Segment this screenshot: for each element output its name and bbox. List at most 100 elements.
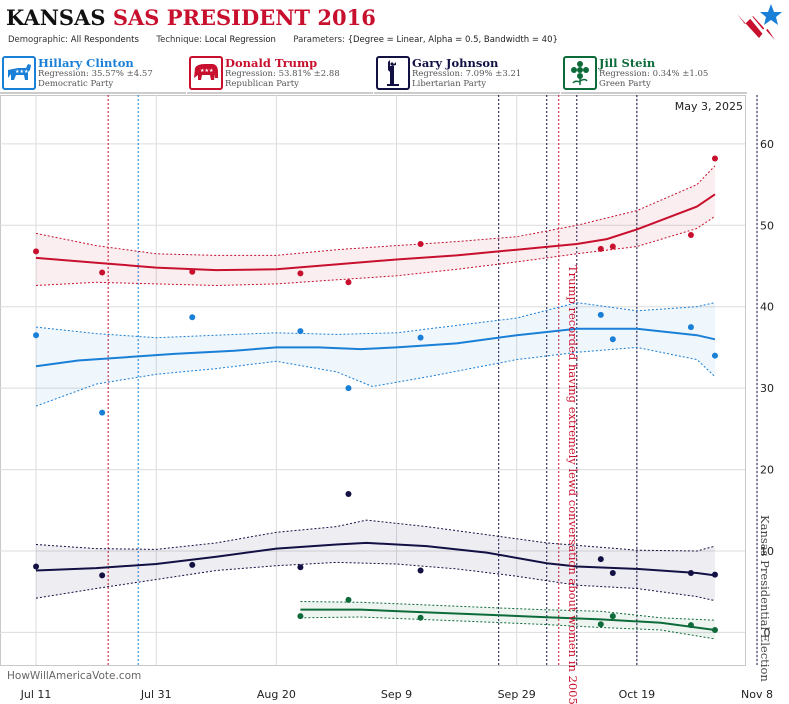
x-tick-label: Sep 9 [381,688,412,701]
poll-point [687,569,694,576]
poll-point [417,241,424,248]
poll-point [99,572,106,579]
candidate-card-clinton[interactable]: ★★★ Hillary Clinton Regression: 35.57% ±… [0,55,186,94]
annotation-election-day: Kansas Presidential Election [758,515,772,682]
poll-point [687,324,694,331]
trend-lines [35,193,716,631]
poll-point [711,626,718,633]
poll-point [417,567,424,574]
poll-point [609,613,616,620]
elephant-icon: ★★★ [189,56,223,90]
technique-label: Technique: [156,35,203,45]
poll-point [297,564,304,571]
confidence-upper [35,519,716,552]
candidate-name: Hillary Clinton [38,56,134,70]
poll-point [597,556,604,563]
poll-point [687,622,694,629]
grid-lines [0,95,758,666]
confidence-upper [35,165,716,256]
parameters-label: Parameters: [293,35,345,45]
parameters-value: {Degree = Linear, Alpha = 0.5, Bandwidth… [347,35,558,45]
x-tick-label: Jul 11 [20,688,52,701]
candidate-name: Gary Johnson [412,56,499,70]
y-tick-label: 50 [760,219,774,232]
y-tick-label: 40 [760,301,774,314]
y-tick-label: 30 [760,382,774,395]
poll-point [609,569,616,576]
title-state: KANSAS [6,5,106,30]
poll-point [99,409,106,416]
event-lines [107,95,758,665]
candidate-card-stein[interactable]: Jill Stein Regression: 0.34% ±1.05 Green… [561,55,747,94]
poll-point [345,596,352,603]
demographic-value: All Respondents [70,35,139,45]
candidate-name: Jill Stein [599,56,656,70]
x-tick-label: Nov 8 [741,688,773,701]
poll-point [189,314,196,321]
y-tick-label: 10 [760,545,774,558]
poll-point [597,311,604,318]
statue-of-liberty-icon [376,56,410,90]
poll-point [597,245,604,252]
candidate-regression: Regression: 0.34% ±1.05 [599,69,709,79]
trend-line [35,193,716,272]
poll-point [597,621,604,628]
poll-point [345,385,352,392]
candidate-card-trump[interactable]: ★★★ Donald Trump Regression: 53.81% ±2.8… [187,55,373,94]
poll-point [33,332,40,339]
confidence-lower [35,346,716,407]
candidate-party: Green Party [599,79,651,89]
confidence-band [300,601,715,639]
poll-point [609,243,616,250]
poll-point [711,352,718,359]
flower-icon [563,56,597,90]
poll-point [345,279,352,286]
poll-point [297,328,304,335]
y-tick-label: 60 [760,138,774,151]
svg-text:★★★: ★★★ [200,68,214,74]
svg-text:★★★: ★★★ [15,69,29,75]
poll-point [711,571,718,578]
poll-point [33,563,40,570]
confidence-lower [35,215,716,287]
candidate-name: Donald Trump [225,56,318,70]
poll-point [687,232,694,239]
axes: 0 10 20 30 40 50 60 Jul 11 Jul 31 Aug 20 Sep 9 Sep … [20,138,774,701]
trend-line [35,541,716,577]
poll-point [417,334,424,341]
poll-point [711,155,718,162]
technique-value: Local Regression [204,35,276,45]
confidence-band [36,165,715,286]
title-race: SAS PRESIDENT 2016 [112,5,376,30]
confidence-band [36,520,715,601]
poll-point [345,491,352,497]
chart-date: May 3, 2025 [675,100,743,113]
poll-point [417,614,424,621]
poll-points [33,155,718,633]
candidate-party: Democratic Party [38,79,114,89]
confidence-band [36,302,715,407]
poll-point [297,270,304,277]
confidence-upper [35,302,716,339]
donkey-icon: ★★★ [2,56,36,90]
poll-chart: 0 10 20 30 40 50 60 Jul 11 Jul 31 Aug 20 Sep 9 Sep … [0,95,789,704]
parameters-line: Demographic: All Respondents Technique: … [8,35,558,45]
plot-frame [0,95,746,666]
trend-line [300,608,716,631]
candidate-party: Republican Party [225,79,299,89]
site-logo-icon[interactable] [733,2,783,50]
trend-line [35,327,716,368]
candidate-card-johnson[interactable]: Gary Johnson Regression: 7.09% ±3.21 Lib… [374,55,560,94]
source-label: HowWillAmericaVote.com [7,670,141,682]
candidate-regression: Regression: 35.57% ±4.57 [38,69,153,79]
y-tick-label: 0 [764,626,771,639]
poll-point [297,613,304,620]
poll-point [33,248,40,255]
candidate-party: Libertarian Party [412,79,487,89]
confidence-lower [35,561,716,602]
x-tick-label: Sep 29 [498,688,536,701]
poll-point [189,561,196,568]
poll-point [99,269,106,276]
chart-header: KANSAS SAS PRESIDENT 2016 Demographic: A… [0,0,789,52]
page-title: KANSAS SAS PRESIDENT 2016 [6,5,376,30]
